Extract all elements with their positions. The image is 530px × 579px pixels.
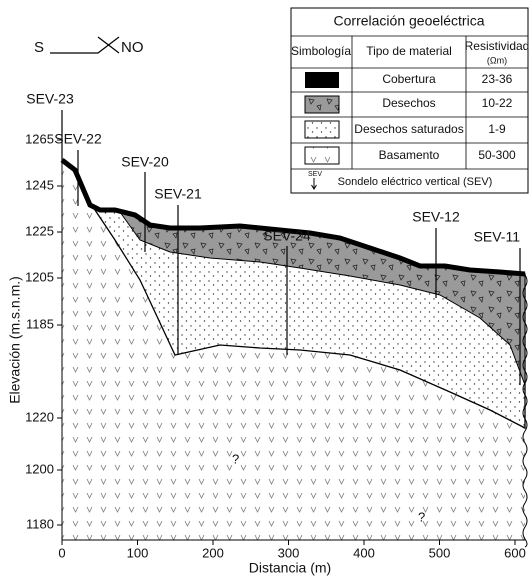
legend: Correlación geoeléctrica Simbología Tipo…: [290, 7, 530, 194]
sev-label: SEV-11: [474, 229, 521, 245]
compass-left: S: [34, 39, 44, 56]
axes: Elevación (m.s.n.m.) Distancia (m) 1265 1…: [7, 131, 528, 576]
legend-title: Correlación geoeléctrica: [334, 13, 485, 29]
sev-label: SEV-24: [263, 228, 311, 244]
compass: S NO: [34, 36, 144, 56]
x-tick-label: 500: [429, 545, 451, 560]
compass-right: NO: [121, 39, 144, 56]
y-tick-label: 1220: [25, 409, 54, 424]
question-mark: ?: [418, 509, 425, 524]
legend-material: Desechos saturados: [354, 122, 463, 136]
swatch-basamento: [304, 146, 340, 165]
legend-sev-symbol: SEV: [308, 171, 322, 178]
y-axis-title: Elevación (m.s.n.m.): [7, 276, 23, 404]
legend-header: Tipo de material: [366, 44, 452, 58]
legend-resistivity: 10-22: [482, 96, 513, 110]
legend-material: Cobertura: [382, 72, 436, 86]
soundings: SEV-23 SEV-22 SEV-20 SEV-21 SEV-24 SEV-12 SEV-…: [26, 91, 521, 385]
x-axis-title: Distancia (m): [249, 560, 331, 576]
y-tick-label: 1185: [26, 316, 54, 331]
legend-sev-note: Sondelo eléctrico vertical (SEV): [338, 176, 493, 188]
swatch-cobertura: [305, 72, 339, 88]
x-tick-label: 100: [127, 545, 149, 560]
legend-resistivity: 1-9: [488, 122, 506, 136]
x-tick-label: 0: [58, 545, 65, 560]
swatch-desechos: [304, 95, 340, 114]
compass-arrow: [50, 36, 120, 54]
sev-label: SEV-23: [26, 91, 74, 107]
sev-symbol-arrow: [311, 178, 317, 190]
y-tick-label: 1200: [25, 461, 54, 476]
legend-header: Simbología: [291, 44, 351, 58]
sev-label: SEV-20: [121, 154, 169, 170]
cover: [60, 158, 526, 277]
x-tick-label: 200: [202, 545, 224, 560]
y-tick-label: 1205: [25, 269, 54, 284]
legend-grid: [291, 35, 528, 170]
legend-resistivity: 50-300: [478, 148, 516, 162]
y-tick-label: 1245: [25, 177, 54, 192]
question-mark: ?: [232, 451, 239, 466]
sev-label: SEV-22: [54, 131, 102, 147]
sev-label: SEV-12: [412, 209, 460, 225]
legend-resistivity: 23-36: [482, 72, 513, 86]
legend-header: Resistividad: [465, 39, 530, 53]
section-edge: [522, 274, 528, 548]
swatch-saturados: [304, 120, 340, 139]
y-tick-label: 1180: [26, 516, 54, 531]
legend-unit: (Ωm): [487, 55, 507, 65]
sev-label: SEV-21: [154, 186, 202, 202]
legend-material: Basamento: [379, 148, 440, 162]
x-tick-label: 600: [504, 545, 526, 560]
x-tick-label: 300: [278, 545, 300, 560]
legend-material: Desechos: [382, 96, 435, 110]
y-tick-label: 1225: [25, 223, 54, 238]
x-tick-label: 400: [353, 545, 375, 560]
y-tick-label: 1265: [25, 131, 54, 146]
